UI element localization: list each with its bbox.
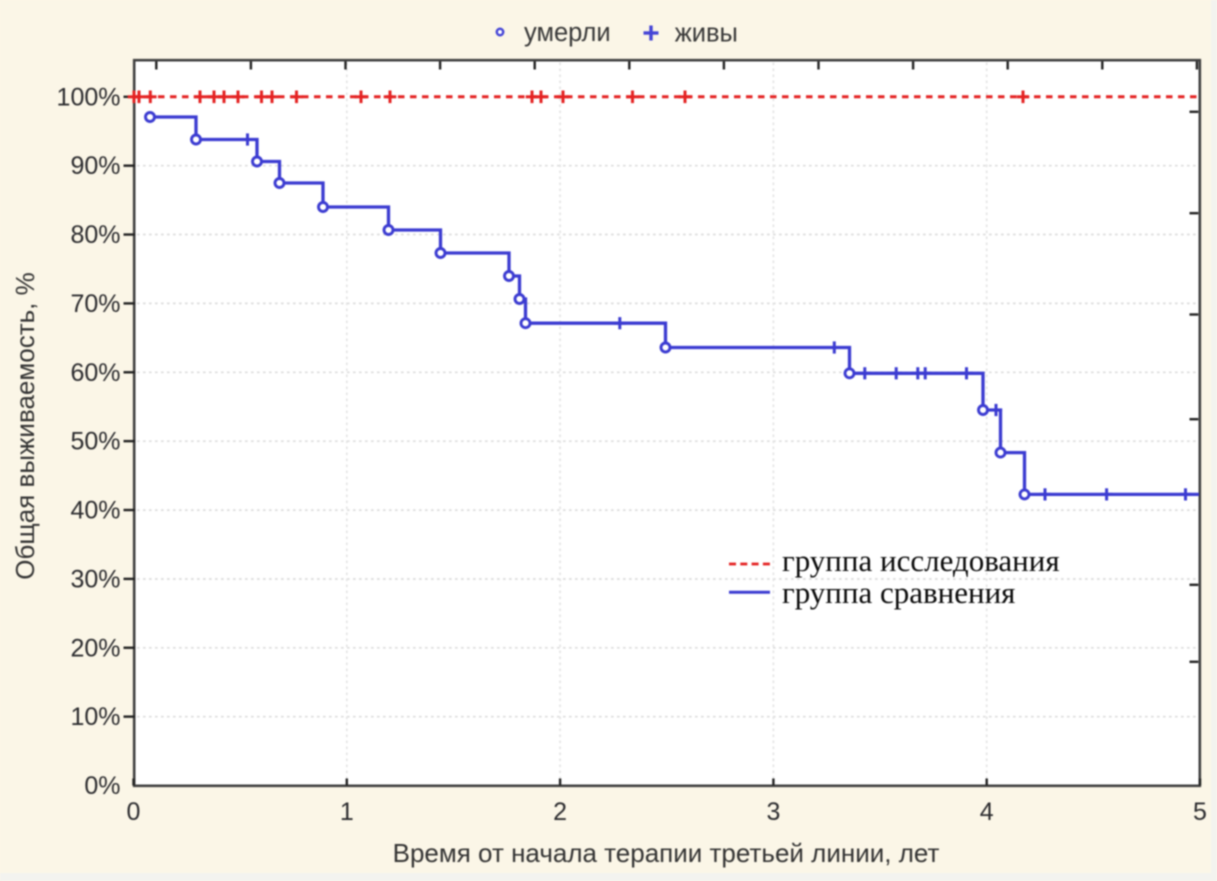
svg-text:3: 3: [766, 798, 780, 826]
svg-text:Общая выживаемость, %: Общая выживаемость, %: [10, 272, 40, 579]
svg-text:0: 0: [127, 798, 141, 826]
svg-text:0%: 0%: [84, 772, 120, 800]
svg-text:Время от начала терапии третье: Время от начала терапии третьей линии, л…: [393, 838, 940, 868]
svg-text:100%: 100%: [57, 83, 121, 111]
svg-text:1: 1: [340, 798, 354, 826]
svg-text:группа исследования: группа исследования: [782, 543, 1060, 578]
svg-text:10%: 10%: [70, 703, 120, 731]
svg-text:30%: 30%: [70, 565, 120, 593]
svg-text:40%: 40%: [70, 497, 120, 525]
svg-text:60%: 60%: [70, 359, 120, 387]
svg-text:умерли: умерли: [524, 19, 611, 47]
svg-text:80%: 80%: [70, 221, 120, 249]
svg-text:50%: 50%: [70, 428, 120, 456]
svg-text:группа сравнения: группа сравнения: [782, 575, 1015, 610]
svg-text:90%: 90%: [70, 152, 120, 180]
svg-text:70%: 70%: [70, 290, 120, 318]
svg-text:живы: живы: [675, 20, 738, 48]
svg-text:20%: 20%: [70, 634, 120, 662]
svg-text:2: 2: [553, 798, 567, 826]
svg-text:5: 5: [1193, 798, 1207, 826]
svg-text:4: 4: [980, 798, 994, 826]
